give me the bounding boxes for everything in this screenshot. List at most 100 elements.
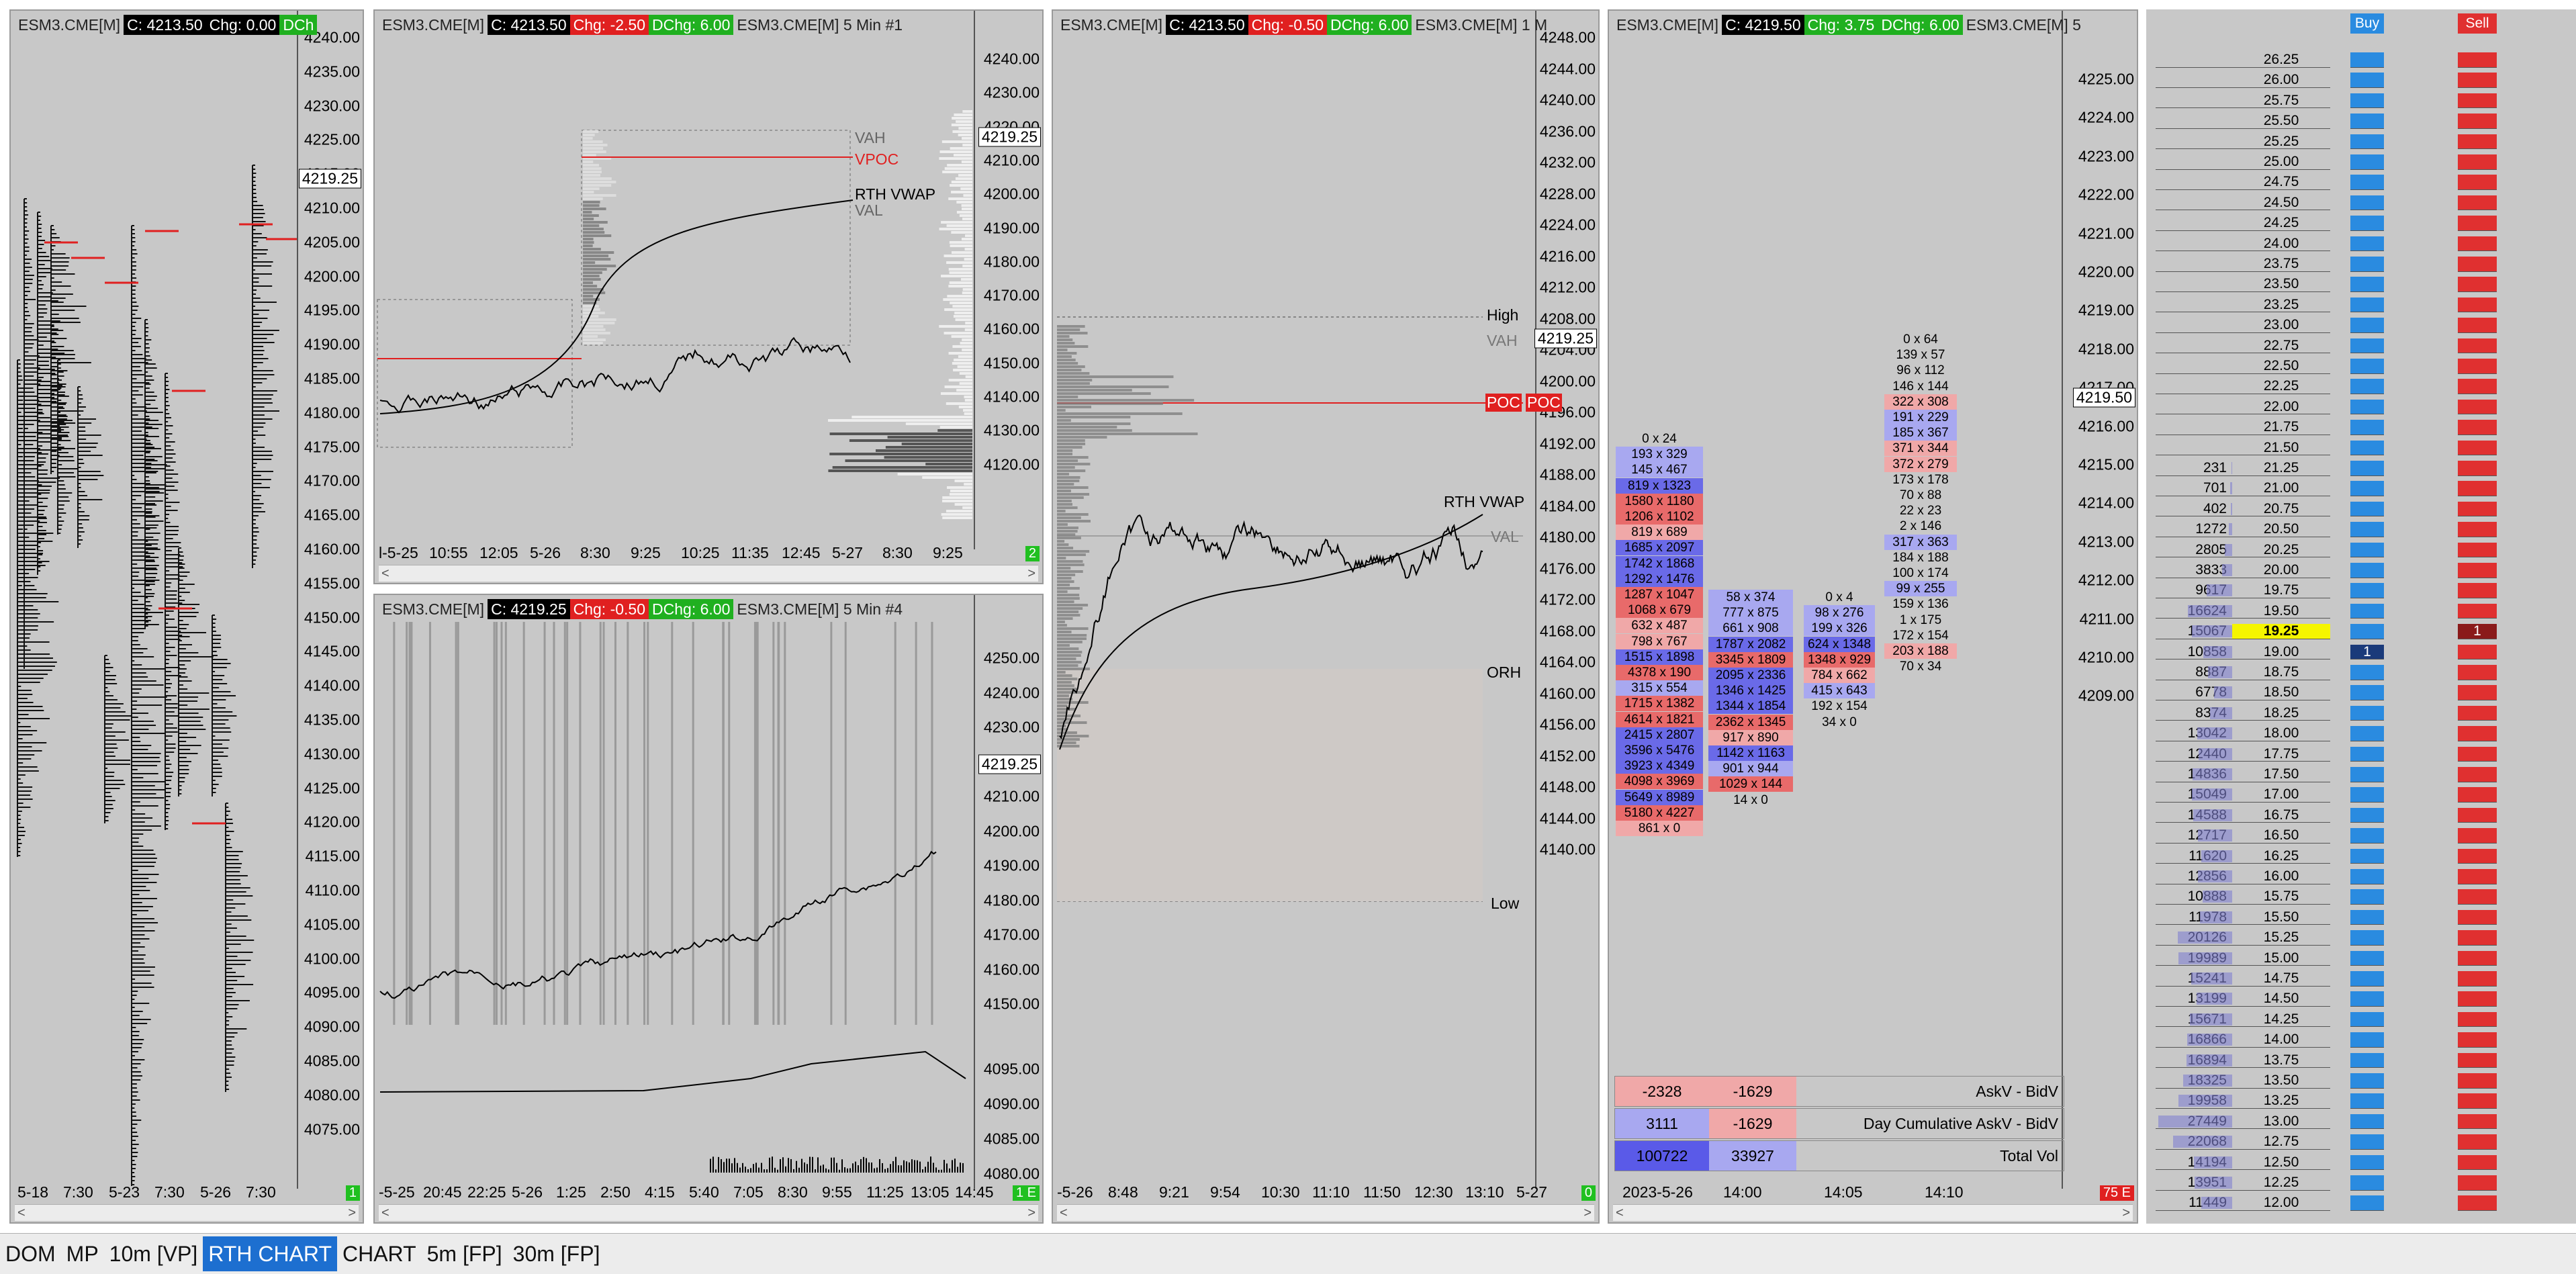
dom-price[interactable]: 25.50 <box>2232 113 2330 129</box>
scroll-left-icon[interactable]: < <box>1060 1205 1068 1220</box>
dom-buy-cell[interactable] <box>2350 828 2384 844</box>
dom-buy-cell[interactable] <box>2350 297 2384 313</box>
dom-price[interactable]: 22.50 <box>2232 359 2330 374</box>
dom-price[interactable]: 26.25 <box>2232 52 2330 68</box>
dom-price[interactable]: 12.00 <box>2232 1195 2330 1212</box>
dom-price[interactable]: 20.75 <box>2232 501 2330 517</box>
dom-sell-cell[interactable] <box>2458 1113 2497 1130</box>
dom-sell-cell[interactable] <box>2458 971 2497 987</box>
tab-5m-fp-[interactable]: 5m [FP] <box>426 1242 502 1266</box>
dom-price[interactable]: 22.25 <box>2232 379 2330 395</box>
dom-row[interactable]: 1144912.00 <box>2156 1195 2565 1212</box>
dom-sell-cell[interactable] <box>2458 461 2497 476</box>
dom-buy-cell[interactable] <box>2350 236 2384 252</box>
dom-sell-cell[interactable] <box>2458 563 2497 578</box>
dom-buy-cell[interactable] <box>2350 869 2384 884</box>
dom-buy-cell[interactable] <box>2350 848 2384 864</box>
scroll-right-icon[interactable]: > <box>348 1205 356 1220</box>
dom-row[interactable]: 837418.25 <box>2156 705 2565 721</box>
dom-sell-cell[interactable] <box>2458 950 2497 966</box>
dom-sell-cell[interactable] <box>2458 420 2497 435</box>
dom-row[interactable]: 22.75 <box>2156 338 2565 354</box>
dom-sell-cell[interactable] <box>2458 603 2497 619</box>
dom-buy-cell[interactable] <box>2350 52 2384 68</box>
dom-row[interactable]: 24.50 <box>2156 195 2565 211</box>
dom-sell-cell[interactable] <box>2458 277 2497 293</box>
dom-buy-cell[interactable] <box>2350 950 2384 966</box>
dom-buy-cell[interactable] <box>2350 73 2384 89</box>
dom-row[interactable]: 26.00 <box>2156 73 2565 89</box>
tab-10m-vp-[interactable]: 10m [VP] <box>109 1242 198 1266</box>
dom-row[interactable]: 22.00 <box>2156 399 2565 415</box>
dom-row[interactable]: 25.25 <box>2156 134 2565 150</box>
dom-buy-cell[interactable] <box>2350 542 2384 558</box>
dom-price[interactable]: 23.25 <box>2232 297 2330 313</box>
dom-buy-cell[interactable] <box>2350 807 2384 823</box>
dom-buy-cell[interactable] <box>2350 1154 2384 1171</box>
dom-buy-cell[interactable] <box>2350 501 2384 517</box>
dom-sell-cell[interactable] <box>2458 807 2497 823</box>
dom-price[interactable]: 13.75 <box>2232 1052 2330 1068</box>
dom-price[interactable]: 16.75 <box>2232 807 2330 823</box>
dom-price[interactable]: 13.25 <box>2232 1093 2330 1109</box>
dom-sell-cell[interactable] <box>2458 216 2497 231</box>
dom-sell-cell[interactable] <box>2458 195 2497 211</box>
dom-buy-cell[interactable] <box>2350 1052 2384 1068</box>
dom-sell-cell[interactable] <box>2458 501 2497 517</box>
dom-sell-cell[interactable] <box>2458 481 2497 497</box>
dom-row[interactable]: 1662419.50 <box>2156 603 2565 619</box>
dom-buy-cell[interactable] <box>2350 909 2384 925</box>
dom-buy-cell[interactable] <box>2350 971 2384 987</box>
dom-row[interactable]: 1506719.251 <box>2156 624 2565 639</box>
dom-price[interactable]: 25.75 <box>2232 93 2330 109</box>
dom-price[interactable]: 20.50 <box>2232 522 2330 537</box>
dom-row[interactable]: 1483617.50 <box>2156 767 2565 782</box>
dom-buy-cell[interactable] <box>2350 379 2384 395</box>
dom-sell-cell[interactable] <box>2458 848 2497 864</box>
dom-sell-cell[interactable] <box>2458 787 2497 803</box>
dom-sell-cell[interactable] <box>2458 644 2497 660</box>
dom-sell-cell[interactable] <box>2458 257 2497 272</box>
dom-sell-cell[interactable] <box>2458 665 2497 680</box>
dom-sell-cell[interactable] <box>2458 1011 2497 1028</box>
dom-buy-cell[interactable] <box>2350 277 2384 293</box>
tab-30m-fp-[interactable]: 30m [FP] <box>512 1242 600 1266</box>
dom-buy-cell[interactable] <box>2350 563 2384 578</box>
dom-price[interactable]: 17.00 <box>2232 787 2330 803</box>
dom-row[interactable]: 25.75 <box>2156 93 2565 109</box>
dom-row[interactable]: 1686614.00 <box>2156 1032 2565 1048</box>
dom-sell-cell[interactable] <box>2458 991 2497 1007</box>
dom-row[interactable]: 1197815.50 <box>2156 909 2565 925</box>
dom-buy-cell[interactable] <box>2350 665 2384 680</box>
dom-price[interactable]: 24.75 <box>2232 175 2330 191</box>
dom-buy-cell[interactable] <box>2350 420 2384 435</box>
dom-sell-cell[interactable] <box>2458 828 2497 844</box>
dom-buy-cell[interactable] <box>2350 461 2384 476</box>
dom-sell-cell[interactable] <box>2458 1154 2497 1171</box>
dom-row[interactable]: 23.75 <box>2156 257 2565 272</box>
dom-sell-cell[interactable] <box>2458 1073 2497 1089</box>
panel-5min-1[interactable]: ESM3.CME[M] C: 4213.50 Chg: -2.50 DChg: … <box>373 9 1044 584</box>
dom-price[interactable]: 16.00 <box>2232 869 2330 884</box>
dom-row[interactable]: 1567114.25 <box>2156 1011 2565 1028</box>
price-chart[interactable] <box>375 11 1044 584</box>
dom-row[interactable]: 24.75 <box>2156 175 2565 191</box>
dom-row[interactable]: 1504917.00 <box>2156 787 2565 803</box>
dom-row[interactable]: 1085819.001 <box>2156 644 2565 660</box>
dom-row[interactable]: 2744913.00 <box>2156 1113 2565 1130</box>
dom-sell-cell[interactable] <box>2458 399 2497 415</box>
dom-price[interactable]: 26.00 <box>2232 73 2330 89</box>
dom-price[interactable]: 19.25 <box>2232 624 2330 639</box>
dom-buy-cell[interactable] <box>2350 889 2384 905</box>
dom-buy-cell[interactable] <box>2350 93 2384 109</box>
dom-price[interactable]: 22.75 <box>2232 338 2330 354</box>
dom-row[interactable]: 25.50 <box>2156 113 2565 129</box>
dom-buy-cell[interactable] <box>2350 705 2384 721</box>
dom-row[interactable]: 22.25 <box>2156 379 2565 395</box>
dom-sell-cell[interactable] <box>2458 236 2497 252</box>
dom-row[interactable]: 2206812.75 <box>2156 1134 2565 1150</box>
dom-price[interactable]: 21.25 <box>2232 461 2330 476</box>
dom-buy-cell[interactable] <box>2350 399 2384 415</box>
dom-sell-cell[interactable] <box>2458 1052 2497 1068</box>
dom-row[interactable]: 231 21.25 <box>2156 461 2565 476</box>
